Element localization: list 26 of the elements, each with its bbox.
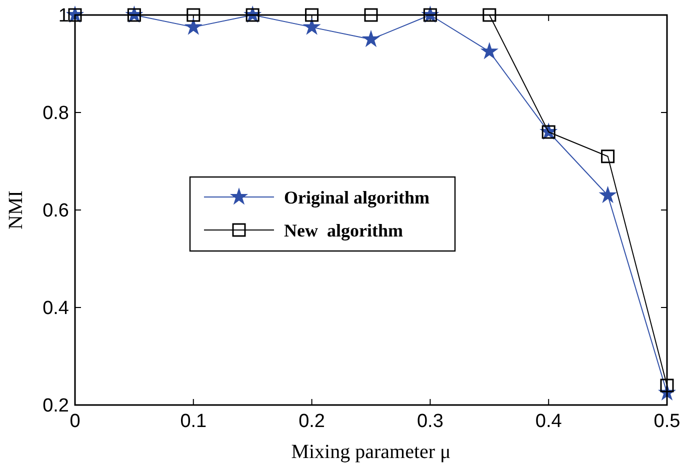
point [305,8,319,22]
point [481,43,498,58]
point [600,186,616,202]
y-tick-label: 0.8 [42,103,69,124]
point [362,30,380,46]
y-axis-title: NMI [5,190,27,230]
x-tick-label: 0.5 [654,411,680,432]
x-tick-label: 0 [70,411,80,432]
point [364,8,378,22]
legend-label: New algorithm [284,220,403,240]
x-tick-label: 0.3 [416,411,444,432]
y-tick-label: 1 [58,6,69,27]
point [304,18,320,34]
point [185,18,202,34]
y-tick-label: 0.2 [42,396,69,417]
point [482,8,496,22]
legend-label: Original algorithm [284,187,430,208]
point [660,378,674,392]
x-axis-title: Mixing parameter μ [291,441,451,463]
x-tick-label: 0.4 [535,411,562,432]
y-tick-label: 0.6 [42,200,69,222]
point [601,150,615,164]
y-tick-label: 0.4 [42,298,70,320]
x-tick-label: 0.1 [180,411,207,432]
point [186,8,200,22]
x-tick-label: 0.2 [298,411,326,432]
